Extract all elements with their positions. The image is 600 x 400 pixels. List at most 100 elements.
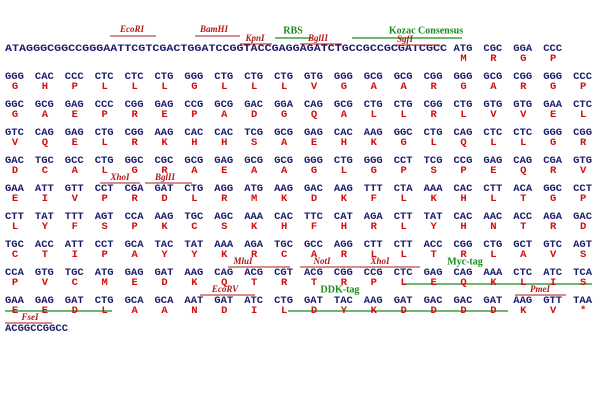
amino-acid: P: [580, 193, 586, 205]
codon: CTC: [95, 71, 115, 83]
amino-acid: I: [550, 277, 556, 289]
codon: GAG: [424, 267, 443, 279]
codon: TAT: [184, 239, 203, 251]
codon: GAG: [304, 127, 323, 139]
amino-acid: R: [371, 221, 378, 233]
amino-acid: G: [281, 109, 287, 121]
amino-acid: R: [131, 109, 138, 121]
codon: ATG: [454, 43, 473, 55]
amino-acid: L: [490, 137, 496, 149]
codon: CTT: [394, 239, 413, 251]
codon: GAG: [125, 267, 144, 279]
codon: GCA: [125, 295, 145, 307]
amino-acid: V: [580, 165, 587, 177]
codon: GAA: [543, 99, 563, 111]
amino-acid: P: [12, 277, 18, 289]
amino-acid: L: [191, 193, 197, 205]
amino-acid: H: [221, 137, 227, 149]
amino-acid: S: [251, 137, 257, 149]
amino-acid: Y: [161, 249, 168, 261]
amino-acid: R: [490, 53, 497, 65]
amino-acid: R: [460, 249, 467, 261]
amino-acid: A: [72, 165, 79, 177]
amino-acid: V: [550, 305, 557, 317]
amino-acid: G: [311, 165, 317, 177]
amino-acid: D: [460, 305, 466, 317]
codon: CGG: [334, 267, 353, 279]
codon: AGA: [543, 211, 563, 223]
amino-acid: K: [221, 249, 228, 261]
codon: CTG: [95, 155, 114, 167]
codon: GCG: [35, 99, 54, 111]
codon: CCA: [5, 267, 25, 279]
codon: CGA: [125, 183, 145, 195]
amino-acid: G: [12, 109, 18, 121]
amino-acid: L: [401, 193, 407, 205]
amino-acid: D: [311, 193, 317, 205]
codon: AAG: [364, 127, 383, 139]
codon: TTT: [65, 211, 84, 223]
amino-acid: D: [580, 221, 586, 233]
amino-acid: G: [12, 81, 18, 93]
amino-acid: A: [42, 109, 49, 121]
codon: GAT: [155, 267, 174, 279]
codon: CCT: [95, 239, 114, 251]
codon: TGC: [35, 155, 55, 167]
codon: CGG: [573, 127, 592, 139]
amino-acid: G: [341, 81, 347, 93]
amino-acid: R: [161, 165, 168, 177]
enzyme-label: SgfI: [397, 34, 414, 44]
amino-acid: *: [580, 305, 586, 317]
codon: CTG: [95, 127, 114, 139]
codon: ATC: [543, 267, 563, 279]
amino-acid: P: [72, 81, 78, 93]
amino-acid: A: [161, 305, 168, 317]
amino-acid: K: [371, 137, 378, 149]
amino-acid: G: [550, 137, 556, 149]
amino-acid: E: [221, 165, 227, 177]
codon: GAT: [483, 295, 502, 307]
codon: CAC: [35, 71, 55, 83]
codon: GGG: [184, 71, 203, 83]
codon: GAG: [65, 127, 84, 139]
amino-acid: T: [42, 249, 48, 261]
amino-acid: H: [460, 221, 466, 233]
codon: CAC: [214, 127, 234, 139]
codon: CAC: [184, 127, 204, 139]
amino-acid: F: [72, 221, 78, 233]
amino-acid: Q: [42, 137, 48, 149]
codon: TAC: [155, 239, 175, 251]
codon: ATT: [65, 239, 84, 251]
codon: CGT: [274, 267, 293, 279]
codon: GAG: [35, 295, 54, 307]
amino-acid: S: [430, 165, 436, 177]
codon: GCG: [244, 155, 263, 167]
amino-acid: L: [221, 81, 227, 93]
amino-acid: K: [191, 277, 198, 289]
codon: CAC: [334, 127, 354, 139]
amino-acid: E: [131, 277, 137, 289]
amino-acid: L: [401, 277, 407, 289]
codon: AAG: [184, 267, 203, 279]
codon: CAT: [334, 211, 353, 223]
amino-acid: K: [490, 277, 497, 289]
amino-acid: C: [191, 221, 198, 233]
codon: GAA: [5, 183, 25, 195]
enzyme-label: BglII: [307, 33, 329, 43]
amino-acid: T: [520, 193, 526, 205]
amino-acid: R: [550, 165, 557, 177]
codon: ACC: [513, 211, 533, 223]
amino-acid: L: [490, 249, 496, 261]
codon: CTC: [513, 267, 533, 279]
amino-acid: A: [520, 249, 527, 261]
amino-acid: D: [430, 305, 436, 317]
codon: CTT: [483, 183, 502, 195]
amino-acid: G: [371, 165, 377, 177]
amino-acid: I: [251, 305, 257, 317]
codon: AAG: [155, 211, 174, 223]
amino-acid: P: [580, 81, 586, 93]
amino-acid: Q: [221, 277, 227, 289]
amino-acid: R: [281, 277, 288, 289]
codon: CGG: [513, 71, 532, 83]
codon: GCG: [184, 155, 203, 167]
